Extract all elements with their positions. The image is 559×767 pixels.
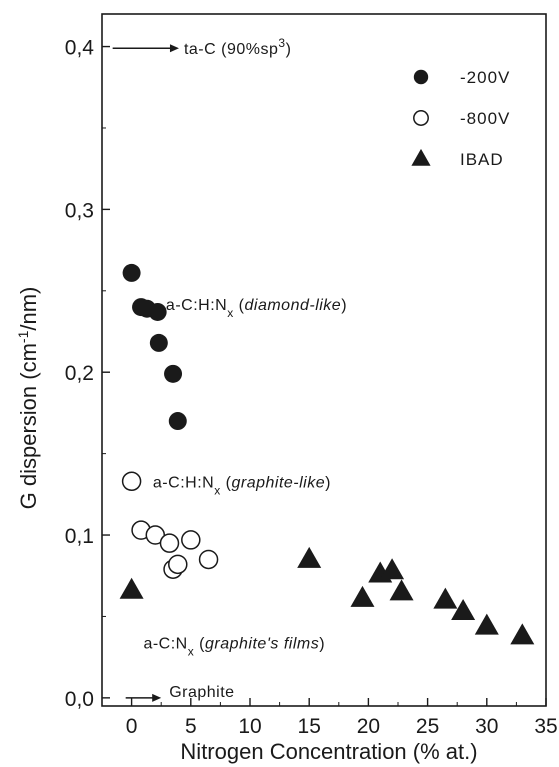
x-tick-label: 15 — [298, 715, 321, 738]
x-axis-label: Nitrogen Concentration (% at.) — [180, 739, 477, 764]
tac-text: ta-C (90%sp — [184, 41, 278, 58]
data-point — [121, 471, 142, 492]
graphite-like-annotation: a-C:H:Nx (graphite-like) — [153, 474, 331, 497]
x-tick-label: 10 — [238, 715, 261, 738]
graphite-films-annotation-paren-close: ) — [319, 635, 325, 652]
x-tick-label: 0 — [126, 715, 138, 738]
diamond-like-annotation-paren-close: ) — [341, 297, 347, 314]
data-point — [168, 412, 187, 431]
graphite-like-annotation-desc: graphite-like — [231, 474, 325, 491]
graphite-films-annotation-sub: x — [188, 644, 195, 658]
y-axis-label-end: /nm) — [16, 287, 41, 331]
graphite-films-annotation-formula: a-C:N — [143, 635, 187, 652]
x-tick-label: 5 — [185, 715, 197, 738]
y-axis-label: G dispersion (cm-1/nm) — [15, 287, 41, 510]
graphite-like-annotation-sub: x — [214, 483, 221, 497]
graphite-films-annotation: a-C:Nx (graphite's films) — [143, 635, 325, 658]
diamond-like-annotation-paren: ( — [234, 297, 245, 314]
data-point — [510, 623, 535, 645]
data-point — [149, 333, 168, 352]
legend-label: -800V — [460, 109, 510, 128]
data-point — [164, 364, 183, 383]
y-tick-label: 0,4 — [65, 37, 95, 60]
y-tick-label: 0,2 — [65, 362, 94, 385]
legend-marker — [411, 148, 431, 166]
data-point — [451, 598, 476, 620]
data-point — [168, 554, 188, 575]
tac-close: ) — [286, 41, 292, 58]
y-axis-label-main: G dispersion (cm — [16, 343, 41, 509]
graphite-like-annotation-formula: a-C:H:N — [153, 474, 214, 491]
data-point — [433, 587, 458, 609]
tac-sup: 3 — [278, 36, 285, 50]
legend-label: -200V — [460, 68, 510, 87]
legend-marker — [413, 69, 429, 85]
x-tick-label: 25 — [416, 715, 439, 738]
diamond-like-annotation-sub: x — [227, 306, 234, 320]
tac-annotation: ta-C (90%sp3) — [184, 36, 291, 58]
x-tick-label: 35 — [534, 715, 557, 738]
axis-ticks: 0 5 10 15 20 25 30 35 0,0 0,1 0,2 0,3 0,4 — [65, 37, 558, 738]
tac-arrow-head — [169, 44, 179, 53]
y-axis-label-sup: -1 — [15, 330, 31, 343]
data-point — [350, 585, 375, 607]
data-point — [380, 558, 405, 580]
axes-frame — [101, 13, 547, 707]
data-point — [159, 533, 180, 553]
plot-border — [101, 13, 547, 707]
data-point — [389, 579, 414, 601]
y-tick-label: 0,3 — [65, 199, 94, 222]
x-tick-label: 30 — [475, 715, 498, 738]
data-point — [181, 530, 201, 550]
graphite-films-annotation-desc: graphite's films — [205, 635, 319, 652]
data-point — [198, 549, 219, 570]
y-tick-label: 0,0 — [65, 688, 94, 711]
x-tick-label: 20 — [357, 715, 380, 738]
data-point — [474, 613, 499, 635]
diamond-like-annotation-desc: diamond-like — [244, 297, 341, 314]
legend-marker — [413, 110, 429, 126]
data-point — [119, 577, 144, 599]
data-marks — [119, 263, 535, 645]
graphite-arrow-head — [152, 693, 162, 702]
graphite-films-annotation-paren: ( — [194, 635, 205, 652]
diamond-like-annotation: a-C:H:Nx (diamond-like) — [166, 297, 347, 320]
legend: -200V -800V IBAD — [411, 68, 510, 169]
data-point — [122, 263, 141, 282]
legend-label: IBAD — [460, 150, 504, 169]
data-point — [297, 546, 322, 568]
graphite-like-annotation-paren-close: ) — [325, 474, 331, 491]
diamond-like-annotation-formula: a-C:H:N — [166, 297, 227, 314]
graphite-like-annotation-paren: ( — [221, 474, 232, 491]
graphite-annotation: Graphite — [169, 684, 234, 701]
y-tick-label: 0,1 — [65, 525, 94, 548]
data-point — [148, 302, 167, 321]
